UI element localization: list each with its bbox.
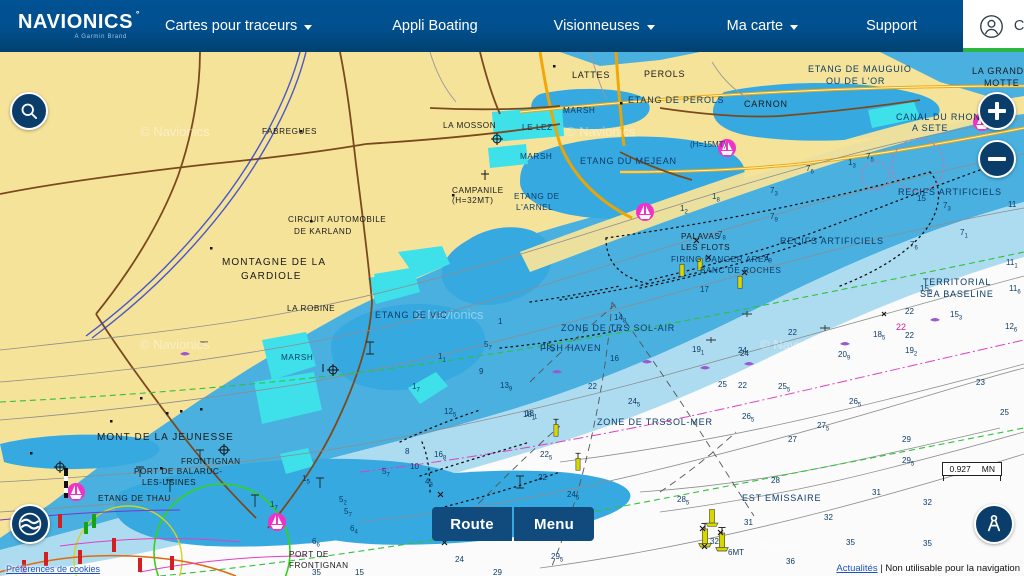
nav-label: Appli Boating — [392, 18, 478, 34]
nav-label: Ma carte — [726, 18, 784, 34]
logo-wordmark: NAVIONICS — [18, 10, 140, 32]
chevron-down-icon — [304, 25, 313, 30]
nav-appli-boating[interactable]: Appli Boating — [374, 0, 495, 52]
nav-ma-carte[interactable]: Ma carte — [709, 0, 816, 52]
map-action-bar: Route Menu — [432, 507, 594, 541]
sonarchart-toggle-button[interactable] — [10, 504, 50, 544]
logo-tagline: A Garmin Brand — [74, 34, 128, 40]
menu-button[interactable]: Menu — [514, 507, 594, 541]
separator: | — [880, 563, 883, 574]
navionics-logo[interactable]: NAVIONICS A Garmin Brand — [0, 10, 140, 40]
chevron-down-icon — [790, 25, 799, 30]
search-icon — [19, 101, 39, 121]
news-link[interactable]: Actualités — [836, 563, 878, 574]
cookie-preferences-link[interactable]: Préférences de cookies — [6, 564, 101, 574]
map-search-button[interactable] — [10, 92, 48, 130]
nav-label: Visionneuses — [553, 18, 640, 34]
scale-value: 0.927 — [949, 464, 971, 474]
main-nav: Cartes pour traceurs Appli Boating Visio… — [133, 0, 935, 52]
scale-bar: 0.927 MN — [942, 462, 1002, 481]
nav-label: Support — [866, 18, 917, 34]
chevron-down-icon — [646, 25, 655, 30]
status-bar: Actualités | Non utilisable pour la navi… — [836, 563, 1020, 574]
minus-icon — [988, 150, 1006, 168]
svg-text:22: 22 — [896, 322, 906, 332]
scale-unit: MN — [981, 464, 995, 474]
zoom-out-button[interactable] — [978, 140, 1016, 178]
chart-graphics: 22 — [0, 52, 1024, 576]
user-circle-icon — [979, 14, 1004, 39]
sonarchart-waves-icon — [17, 511, 43, 537]
navigation-disclaimer: Non utilisable pour la navigation — [885, 563, 1020, 574]
distance-divider-button[interactable] — [974, 504, 1014, 544]
nav-label: Cartes pour traceurs — [165, 18, 298, 34]
nav-cartes-pour-traceurs[interactable]: Cartes pour traceurs — [147, 0, 330, 52]
nav-visionneuses[interactable]: Visionneuses — [536, 0, 673, 52]
plus-icon — [988, 102, 1006, 120]
route-button[interactable]: Route — [432, 507, 512, 541]
nautical-chart-canvas[interactable]: 22 — [0, 52, 1024, 576]
zoom-in-button[interactable] — [978, 92, 1016, 130]
divider-compass-icon — [982, 512, 1006, 536]
nav-support[interactable]: Support — [848, 0, 935, 52]
site-header: NAVIONICS A Garmin Brand Cartes pour tra… — [0, 0, 1024, 52]
account-button[interactable]: Compte — [962, 0, 1024, 52]
account-label: Compte — [1013, 18, 1024, 34]
